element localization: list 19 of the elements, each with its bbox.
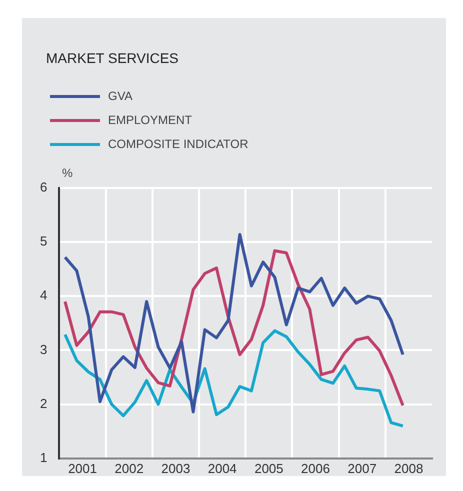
x-tick-label: 2001 <box>68 460 97 476</box>
chart-title: MARKET SERVICES <box>46 50 179 66</box>
x-tick-label: 2004 <box>208 460 237 476</box>
x-tick-label: 2002 <box>114 460 144 476</box>
x-tick-label: 2006 <box>301 460 330 476</box>
y-tick-label: 3 <box>40 342 48 357</box>
x-tick-label: 2005 <box>254 460 284 476</box>
y-tick-label: 1 <box>40 450 48 465</box>
legend-label: GVA <box>108 89 132 103</box>
x-tick-label: 2003 <box>161 460 190 476</box>
y-tick-label: 5 <box>40 234 48 249</box>
y-tick-label: 6 <box>40 180 48 195</box>
legend-label: EMPLOYMENT <box>108 113 192 127</box>
y-tick-label: 2 <box>40 396 48 411</box>
legend-label: COMPOSITE INDICATOR <box>108 137 248 151</box>
x-tick-label: 2008 <box>394 460 424 476</box>
x-tick-label: 2007 <box>348 460 377 476</box>
y-tick-label: 4 <box>40 288 48 303</box>
y-axis-title: % <box>62 166 73 180</box>
